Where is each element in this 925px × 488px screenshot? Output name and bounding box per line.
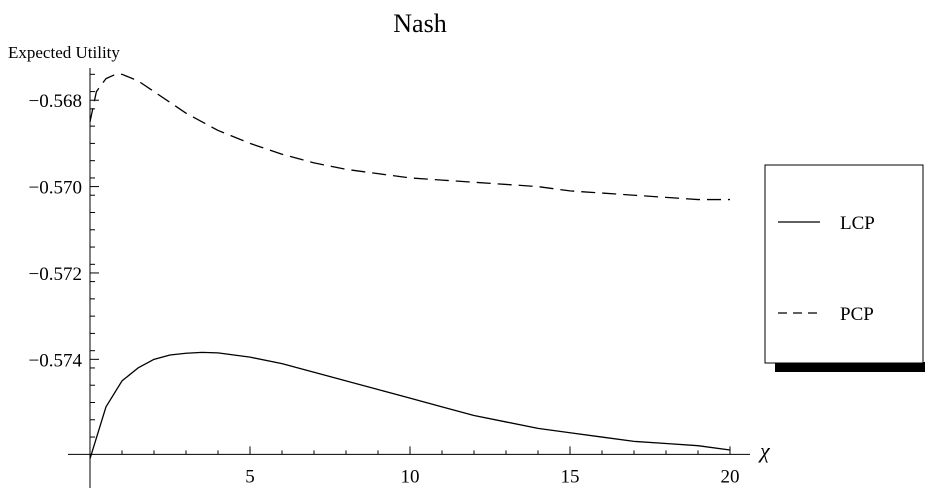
y-tick-label: −0.568 [29, 91, 82, 112]
x-axis-label: χ [758, 438, 771, 463]
legend-label-lcp: LCP [840, 213, 875, 234]
x-tick-label: 5 [245, 466, 255, 487]
series-lines [89, 73, 731, 459]
y-tick-label: −0.572 [29, 264, 82, 285]
series-line-pcp [89, 73, 730, 201]
y-tick-label: −0.574 [29, 350, 83, 371]
x-tick-label: 15 [561, 466, 580, 487]
x-tick-label: 20 [721, 466, 740, 487]
legend-label-pcp: PCP [840, 304, 874, 325]
y-axis-label: Expected Utility [8, 43, 120, 62]
chart-title: Nash [393, 9, 446, 38]
x-tick-label: 10 [401, 466, 420, 487]
series-line-lcp [89, 351, 731, 459]
ticks: 5 10 15 20 −0.568 −0.570 −0.572 −0.574 [29, 73, 740, 487]
y-tick-label: −0.570 [29, 178, 82, 199]
legend-box [764, 164, 924, 364]
axes [68, 68, 750, 488]
legend: LCP PCP [764, 164, 925, 372]
legend-shadow [775, 362, 925, 372]
